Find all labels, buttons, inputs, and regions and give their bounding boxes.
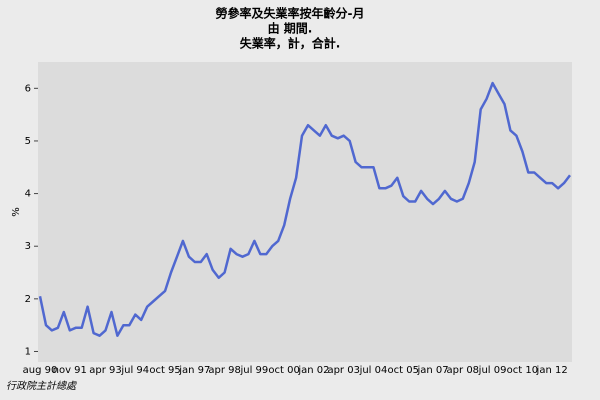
chart-subtitle: 失業率，計，合計. <box>240 36 341 51</box>
x-tick-label: oct 05 <box>388 365 419 376</box>
x-tick-label: jul 99 <box>239 365 268 376</box>
x-tick-label: oct 95 <box>149 365 180 376</box>
y-tick-label: 3 <box>25 241 31 252</box>
x-tick-label: oct 10 <box>507 365 538 376</box>
x-tick-label: apr 03 <box>327 365 360 376</box>
x-tick-label: aug 90 <box>23 365 58 376</box>
y-tick-label: 1 <box>25 346 31 357</box>
y-tick-label: 5 <box>25 136 31 147</box>
x-tick-label: jul 04 <box>359 365 388 376</box>
line-series <box>38 81 571 337</box>
x-tick-label: nov 91 <box>53 365 87 376</box>
x-tick-label: apr 93 <box>89 365 122 376</box>
y-axis-label: % <box>11 207 22 217</box>
y-tick-label: 4 <box>25 189 31 200</box>
x-tick-label: jul 09 <box>478 365 507 376</box>
x-tick-label: jan 07 <box>416 365 448 376</box>
x-tick-label: jul 94 <box>120 365 149 376</box>
chart-title: 勞參率及失業率按年齡分-月 <box>216 6 365 21</box>
plot-area <box>38 62 572 362</box>
x-tick-label: oct 00 <box>268 365 299 376</box>
x-tick-label: jan 12 <box>536 365 568 376</box>
chart-subtitle: 由 期間. <box>268 21 313 36</box>
source: 行政院主計總處 <box>6 380 78 392</box>
x-tick-label: apr 08 <box>447 365 480 376</box>
x-tick-label: apr 98 <box>208 365 241 376</box>
y-tick-label: 6 <box>25 83 31 94</box>
y-tick-label: 2 <box>25 294 31 305</box>
x-tick-label: jan 97 <box>178 365 210 376</box>
x-tick-label: jan 02 <box>297 365 329 376</box>
